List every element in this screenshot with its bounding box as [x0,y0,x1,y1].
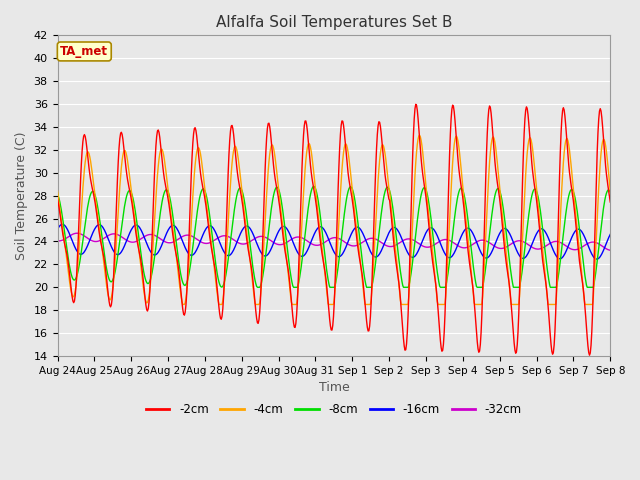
Legend: -2cm, -4cm, -8cm, -16cm, -32cm: -2cm, -4cm, -8cm, -16cm, -32cm [141,398,527,420]
Text: TA_met: TA_met [60,45,108,58]
X-axis label: Time: Time [319,381,349,394]
Y-axis label: Soil Temperature (C): Soil Temperature (C) [15,132,28,260]
Title: Alfalfa Soil Temperatures Set B: Alfalfa Soil Temperatures Set B [216,15,452,30]
